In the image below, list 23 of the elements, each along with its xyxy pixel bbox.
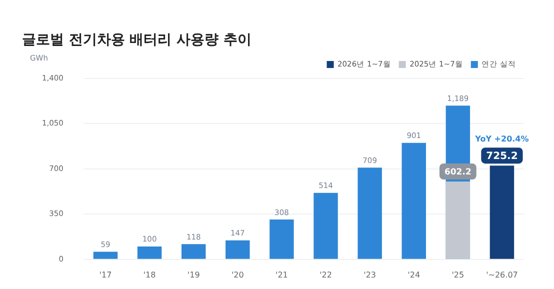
- annotation: YoY +20.4%: [474, 134, 529, 144]
- bar: [358, 168, 382, 259]
- bar: [314, 192, 338, 259]
- x-tick-label: '19: [187, 270, 200, 280]
- data-label: 602.2: [444, 168, 472, 178]
- x-tick-label: '~26.07: [486, 270, 518, 280]
- x-tick-label: '22: [320, 270, 332, 280]
- x-tick-label: '20: [231, 270, 244, 280]
- bar: [181, 244, 206, 259]
- chart-title: 글로벌 전기차용 배터리 사용량 추이: [22, 32, 252, 48]
- x-tick-label: '25: [452, 270, 464, 280]
- bar: [93, 252, 118, 259]
- bar: [402, 142, 426, 259]
- bar: [137, 246, 162, 259]
- x-tick-label: '17: [99, 270, 112, 280]
- bar: [270, 220, 294, 259]
- x-tick-label: '18: [143, 270, 156, 280]
- bar: [226, 240, 250, 259]
- x-tick-label: '21: [276, 270, 288, 280]
- data-label: 725.2: [486, 151, 518, 162]
- bar: [446, 182, 470, 259]
- x-tick-label: '23: [364, 270, 376, 280]
- x-tick-label: '24: [408, 270, 420, 280]
